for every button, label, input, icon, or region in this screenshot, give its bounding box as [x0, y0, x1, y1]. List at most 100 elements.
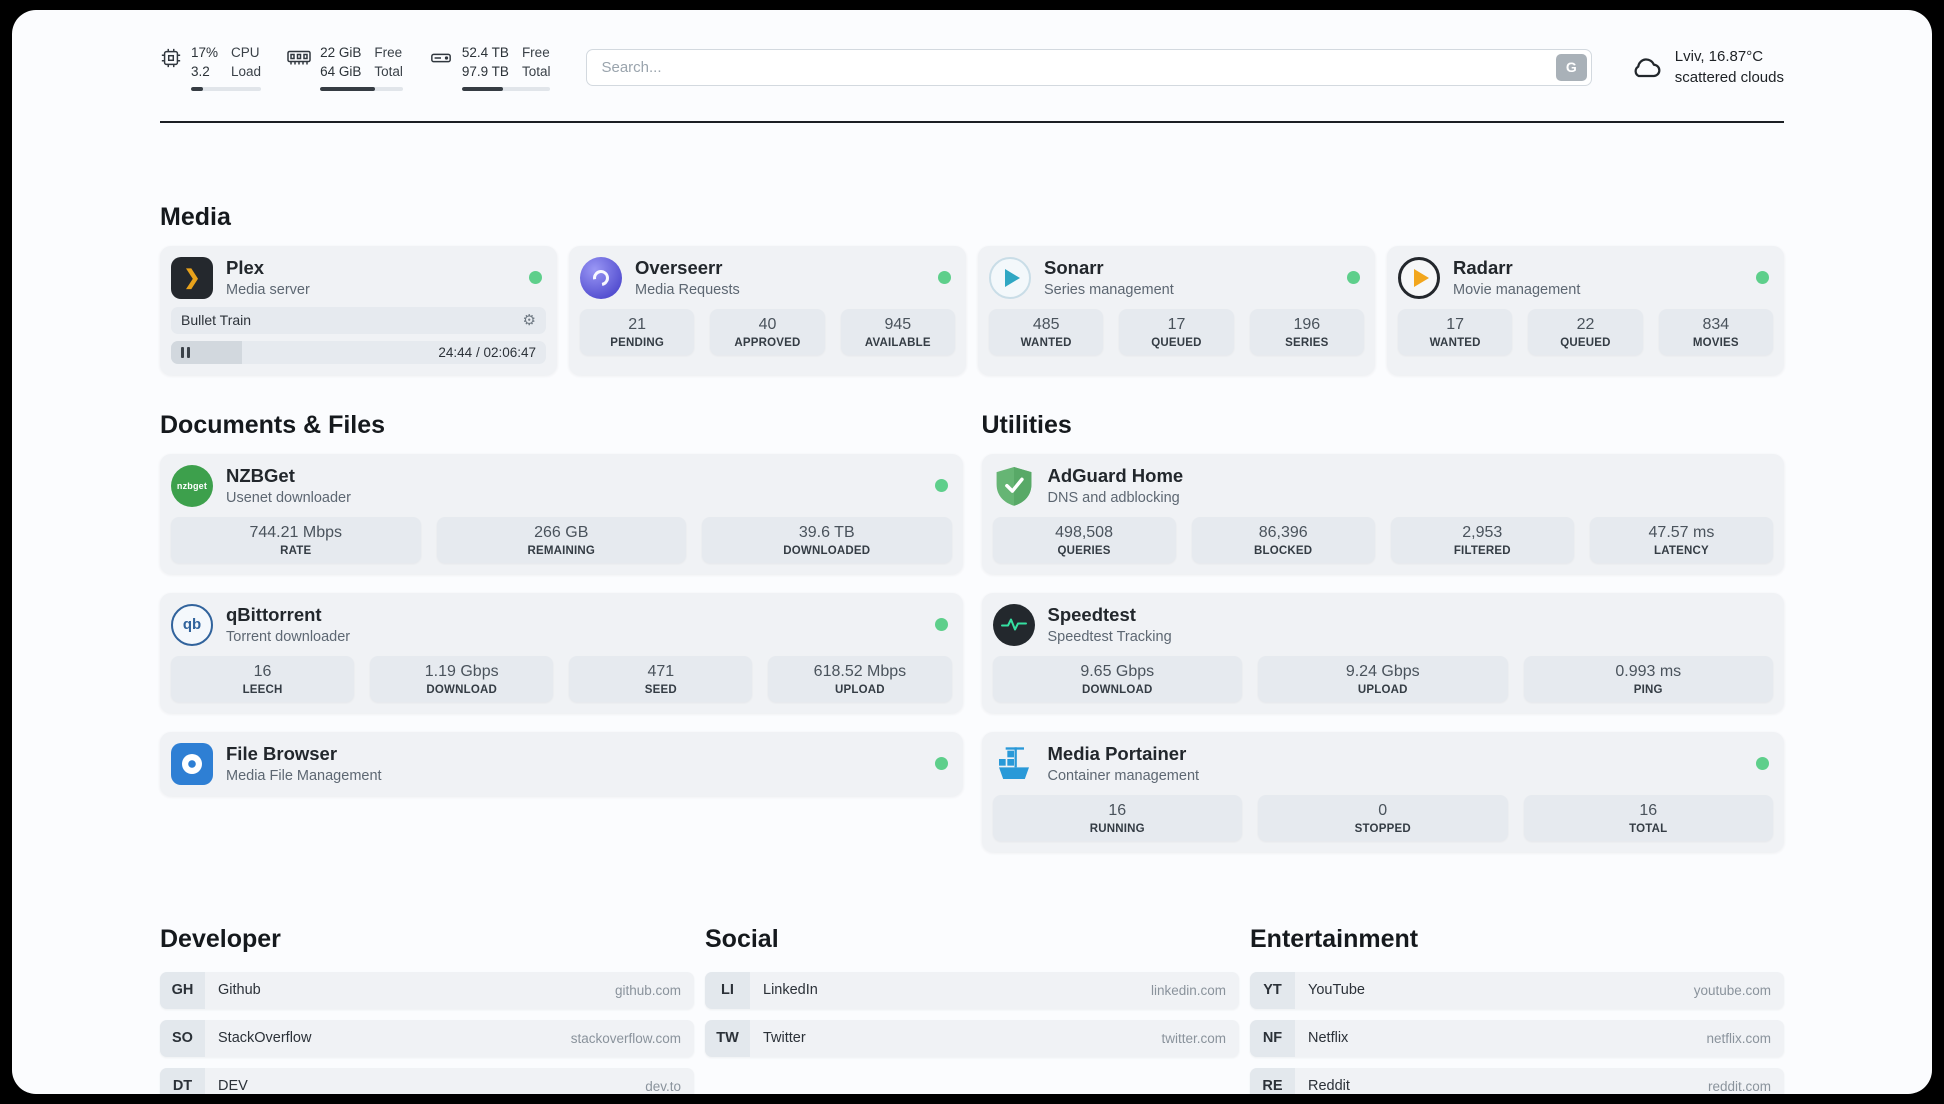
speedtest-icon [992, 603, 1035, 646]
bookmark-name: Twitter [763, 1030, 806, 1047]
bookmark-name: StackOverflow [218, 1030, 312, 1047]
bookmark-name: Netflix [1308, 1030, 1349, 1047]
filebrowser-icon [171, 742, 213, 785]
playback-progress-bar[interactable]: 24:44 / 02:06:47 [171, 340, 546, 364]
bookmark-stackoverflow[interactable]: SO StackOverflow stackoverflow.com [160, 1019, 694, 1057]
weather-condition: scattered clouds [1674, 69, 1784, 87]
sonarr-icon [989, 256, 1031, 299]
service-description: Movie management [1453, 282, 1581, 299]
stat-value: 744.21 Mbps [249, 523, 342, 541]
ram-free-value: 22 GiB [320, 45, 362, 60]
service-card-radarr[interactable]: Radarr Movie management 17 WANTED 22 QUE… [1387, 245, 1784, 375]
stat-ping: 0.993 ms PING [1523, 655, 1773, 702]
bookmark-abbr: NF [1250, 1019, 1295, 1057]
bookmark-url: youtube.com [1693, 982, 1771, 998]
stat-wanted: 17 WANTED [1398, 308, 1513, 355]
now-playing-row: Bullet Train ⚙ [171, 306, 546, 334]
bookmark-abbr: TW [705, 1019, 750, 1057]
service-card-speedtest[interactable]: Speedtest Speedtest Tracking 9.65 Gbps D… [981, 592, 1784, 713]
service-description: Usenet downloader [226, 490, 351, 507]
stat-label: PING [1633, 683, 1663, 696]
bookmark-url: github.com [614, 982, 681, 998]
stat-approved: 40 APPROVED [710, 308, 825, 355]
status-dot [934, 478, 948, 492]
service-card-qbittorrent[interactable]: qb qBittorrent Torrent downloader 16 LEE… [160, 592, 963, 713]
pause-icon[interactable] [181, 346, 190, 358]
adguard-icon [993, 465, 1035, 507]
search-bar: G [586, 48, 1592, 86]
bookmark-url: stackoverflow.com [570, 1030, 681, 1046]
stat-value: 86,396 [1258, 523, 1308, 541]
bookmark-reddit[interactable]: RE Reddit reddit.com [1250, 1067, 1784, 1094]
stat-label: SERIES [1285, 336, 1329, 349]
stat-total: 16 TOTAL [1523, 794, 1773, 841]
stat-upload: 618.52 Mbps UPLOAD [768, 655, 952, 702]
bookmark-abbr: LI [705, 971, 750, 1009]
service-description: DNS and adblocking [1047, 490, 1180, 507]
service-description: Media server [226, 282, 310, 299]
service-name: Media Portainer [1047, 743, 1187, 765]
section-title-entertainment: Entertainment [1250, 924, 1419, 953]
status-dot [934, 756, 948, 770]
ram-total-value: 64 GiB [320, 63, 362, 79]
stat-latency: 47.57 ms LATENCY [1589, 516, 1773, 563]
search-input[interactable] [586, 48, 1592, 86]
ram-widget: 22 GiB 64 GiB Free Total [287, 44, 403, 91]
service-description: Media File Management [226, 768, 382, 785]
bookmark-youtube[interactable]: YT YouTube youtube.com [1250, 971, 1784, 1009]
service-card-portainer[interactable]: Media Portainer Container management 16 … [981, 731, 1784, 852]
service-name: qBittorrent [226, 604, 322, 626]
service-card-plex[interactable]: ❯ Plex Media server Bullet Train ⚙ [160, 245, 557, 375]
status-dot [938, 270, 951, 284]
bookmark-twitter[interactable]: TW Twitter twitter.com [705, 1019, 1239, 1057]
service-description: Container management [1047, 768, 1200, 785]
service-card-nzbget[interactable]: nzbget NZBGet Usenet downloader 744.21 M… [160, 453, 963, 574]
topbar: 17% 3.2 CPU Load [160, 44, 1784, 91]
service-card-filebrowser[interactable]: File Browser Media File Management [160, 731, 963, 796]
stat-label: BLOCKED [1254, 544, 1313, 557]
stat-available: 945 AVAILABLE [840, 308, 955, 355]
bookmark-abbr: RE [1250, 1067, 1295, 1094]
stat-value: 16 [1108, 801, 1127, 819]
stat-upload: 9.24 Gbps UPLOAD [1258, 655, 1508, 702]
bookmark-dev[interactable]: DT DEV dev.to [160, 1067, 694, 1094]
stat-download: 9.65 Gbps DOWNLOAD [992, 655, 1242, 702]
stat-label: LATENCY [1654, 544, 1709, 557]
stat-label: APPROVED [734, 336, 801, 349]
bookmark-abbr: YT [1250, 971, 1295, 1009]
service-name: File Browser [226, 743, 338, 765]
service-name: NZBGet [226, 465, 295, 487]
stat-label: MOVIES [1692, 336, 1739, 349]
plex-icon-glyph: ❯ [183, 266, 201, 289]
service-card-sonarr[interactable]: Sonarr Series management 485 WANTED 17 Q… [978, 245, 1375, 375]
stat-value: 39.6 TB [798, 523, 855, 541]
bookmark-netflix[interactable]: NF Netflix netflix.com [1250, 1019, 1784, 1057]
bookmark-linkedin[interactable]: LI LinkedIn linkedin.com [705, 971, 1239, 1009]
cloud-icon [1628, 53, 1664, 81]
ram-progress-bar [320, 86, 403, 91]
search-provider-button[interactable]: G [1555, 53, 1587, 81]
stat-value: 17 [1446, 315, 1465, 333]
cpu-label-bottom: Load [231, 63, 262, 79]
ram-label-bottom: Total [374, 63, 403, 79]
qbittorrent-icon-label: qb [182, 616, 202, 634]
stat-rate: 744.21 Mbps RATE [171, 516, 421, 563]
bookmark-name: DEV [218, 1078, 248, 1094]
ram-icon [287, 47, 311, 68]
stat-value: 834 [1702, 315, 1730, 333]
ram-label-top: Free [374, 45, 403, 60]
stat-label: UPLOAD [1357, 683, 1408, 696]
stat-downloaded: 39.6 TB DOWNLOADED [702, 516, 952, 563]
gear-icon[interactable]: ⚙ [522, 311, 536, 329]
weather-widget: Lviv, 16.87°C scattered clouds [1628, 46, 1784, 90]
service-card-adguard[interactable]: AdGuard Home DNS and adblocking 498,508 … [981, 453, 1784, 574]
stat-blocked: 86,396 BLOCKED [1191, 516, 1375, 563]
service-card-overseerr[interactable]: Overseerr Media Requests 21 PENDING 40 A… [569, 245, 966, 375]
bookmark-github[interactable]: GH Github github.com [160, 971, 694, 1009]
disk-progress-bar [461, 86, 551, 91]
stat-label: WANTED [1429, 336, 1481, 349]
dashboard-page: 17% 3.2 CPU Load [12, 10, 1932, 1094]
stat-value: 21 [628, 315, 647, 333]
status-dot [529, 270, 542, 284]
bookmarks-entertainment: Entertainment YT YouTube youtube.com NF … [1250, 925, 1784, 1094]
